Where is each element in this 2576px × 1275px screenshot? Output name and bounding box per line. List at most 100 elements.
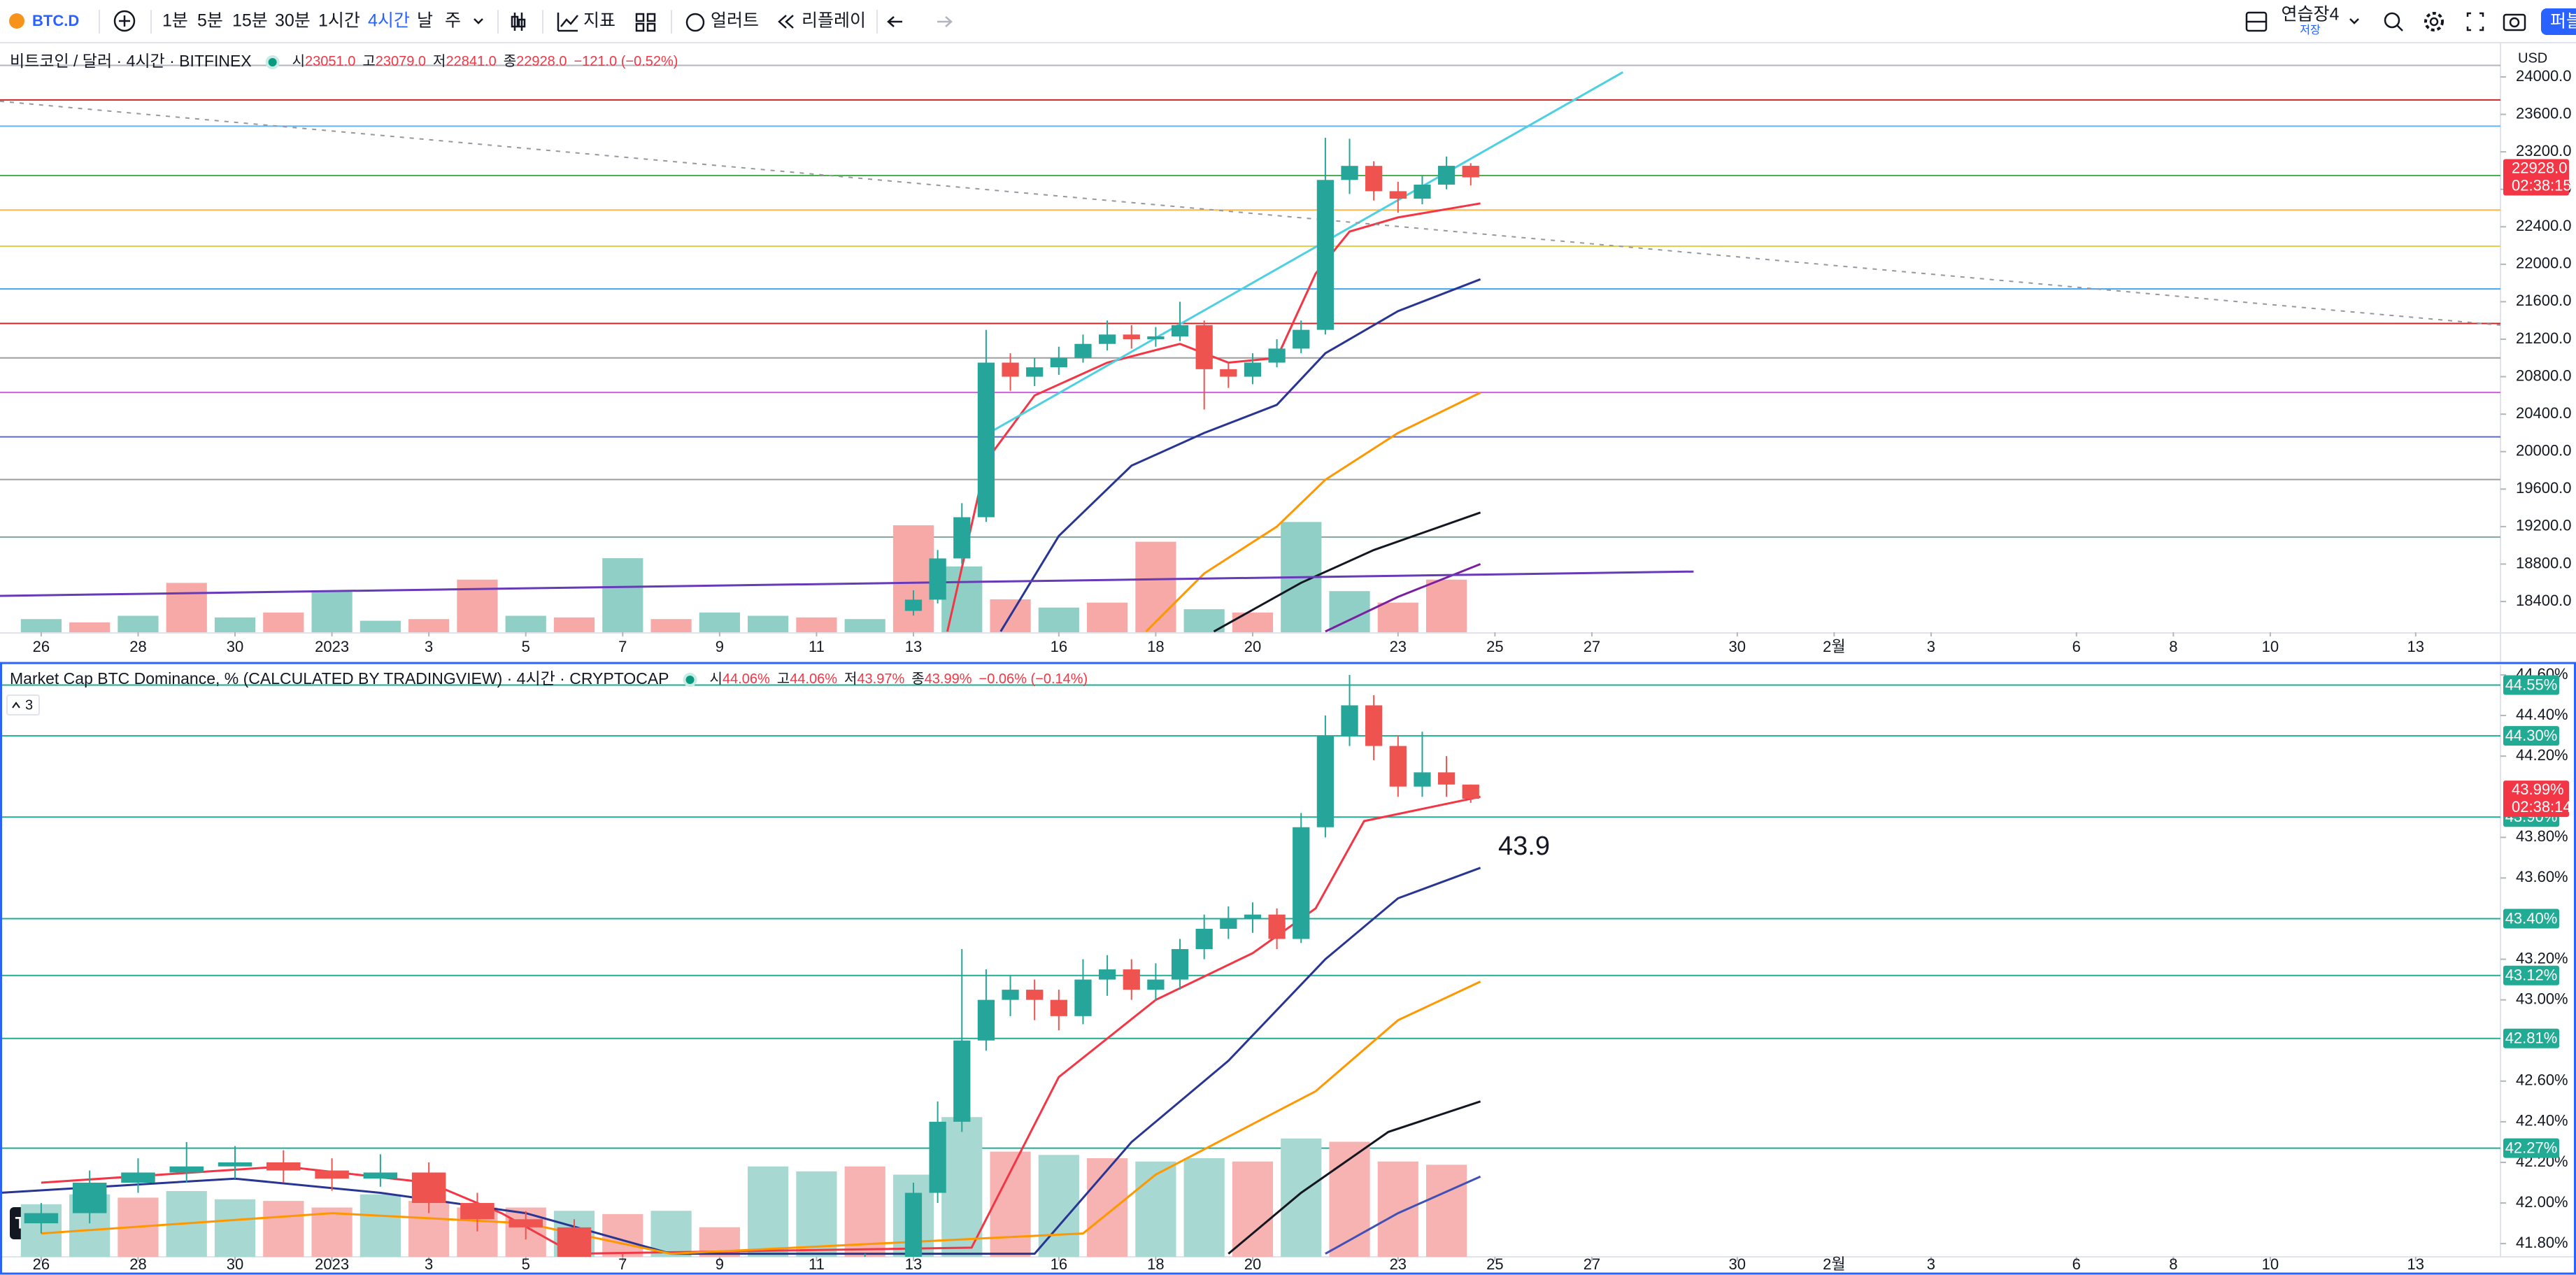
x-tick-label: 13 [905,638,922,655]
candle-body [1171,949,1189,980]
candle-body [1389,746,1407,787]
fullscreen-button[interactable] [2466,12,2484,31]
interval-dropdown[interactable] [474,18,483,24]
x-tick-label: 2월 [1823,638,1845,655]
annotation: 43.9 [1498,832,1550,861]
settings-icon [2429,17,2439,27]
interval-button[interactable]: 1시간 [318,11,360,31]
volume-bar [69,622,111,632]
x-tick-label: 10 [2262,1255,2279,1273]
save-status[interactable]: 저장 [2300,24,2321,36]
volume-bar [748,1166,789,1257]
candle-body [72,1182,107,1213]
countdown-label: 02:38:14 [2512,798,2572,815]
candle-body [1316,736,1335,827]
level-tag-label: 44.55% [2505,676,2558,693]
x-tick-label: 6 [2072,1255,2081,1273]
candle-body [1414,772,1431,787]
y-tick-label: 18800.0 [2516,554,2572,571]
level-tag-label: 44.30% [2505,727,2558,744]
candle-body [1026,367,1044,377]
volume-bar [1281,1138,1322,1257]
undo-button[interactable] [887,16,902,27]
collapse-button[interactable] [6,695,40,715]
interval-button[interactable]: 4시간 [368,11,410,31]
x-tick-label: 7 [618,638,627,655]
publish-button[interactable] [2541,8,2576,35]
y-tick-label: 21600.0 [2516,292,2572,309]
candle-body [24,1213,59,1224]
y-tick-label: 41.80% [2516,1234,2568,1251]
candle-body [1293,827,1310,939]
x-tick-label: 23 [1390,1255,1407,1273]
legend-key: 시 [710,671,723,687]
layout-grid-button[interactable] [635,13,656,32]
pane-plot [0,674,2500,1257]
x-tick-label: 11 [809,638,825,655]
level-tag [2503,909,2559,929]
candle-body [1098,334,1116,344]
x-tick-label: 13 [2407,1255,2424,1273]
currency[interactable]: USD [2518,50,2547,66]
volume-bar [263,1201,304,1257]
legend-name: 비트코인 / 달러 · 4시간 · BITFINEX [10,52,252,70]
candle-body [953,1040,971,1122]
redo-button[interactable] [937,16,953,27]
legend-change: −121.0 (−0.52%) [574,54,678,69]
y-tick-label: 21200.0 [2516,329,2572,347]
search-button[interactable] [2384,12,2400,29]
pane-plot [0,64,2500,632]
interval-button[interactable]: 5분 [197,11,223,31]
candle-body [1365,166,1383,192]
snapshot-button[interactable] [2503,13,2526,31]
candle-body [904,599,923,611]
legend-key: 고 [777,671,790,687]
chart-type-button[interactable] [511,13,526,31]
replay-button[interactable]: 리플레이 [802,11,866,31]
add-symbol-button[interactable] [113,10,136,32]
y-tick-label: 43.60% [2516,868,2568,885]
collapse-icon [12,701,20,708]
x-tick-label: 3 [425,1255,433,1273]
indicators-icon [557,13,578,32]
layout-name[interactable]: 연습장4 [2282,5,2340,24]
replay-icon [778,15,794,29]
candle-body [121,1172,155,1183]
y-tick-label: 44.20% [2516,746,2568,764]
candle-body [1026,990,1044,1000]
alert-button[interactable]: 얼러트 [711,11,759,31]
y-tick-label: 23600.0 [2516,104,2572,122]
x-tick-label: 11 [809,1255,825,1273]
volume-bar [1087,1158,1128,1257]
volume-bar [699,612,740,632]
candle-body [1462,166,1479,178]
symbol[interactable]: BTC.D [32,12,79,29]
y-tick-label: 22000.0 [2516,255,2572,272]
interval-button[interactable]: 1분 [162,11,188,31]
interval-button[interactable]: 주 [445,11,461,31]
x-tick-label: 13 [2407,638,2424,655]
candle-body [557,1227,592,1257]
volume-bar [748,615,789,632]
y-tick-label: 42.60% [2516,1071,2568,1089]
level-tag-label: 43.40% [2505,909,2558,927]
candle-body [1437,166,1456,185]
candle-body [1123,334,1140,340]
indicators-button[interactable]: 지표 [583,11,615,31]
volume-bar [941,566,983,632]
volume-bar [311,1207,353,1257]
interval-button[interactable]: 30분 [275,11,311,31]
settings-button[interactable] [2424,12,2444,31]
volume-bar [360,620,401,632]
volume-bar [1425,579,1467,632]
legend-values: 시23051.0 고23079.0 저22841.0 종22928.0 −121.0 (… [292,53,678,69]
legend-value: 23051.0 [305,54,355,69]
interval-button[interactable]: 날 [417,11,433,31]
interval-button[interactable]: 15분 [232,11,268,31]
y-tick-label: 43.00% [2516,990,2568,1007]
y-tick-label: 44.40% [2516,706,2568,723]
layout-dropdown[interactable] [2349,18,2359,24]
x-tick-label: 30 [1729,638,1746,655]
level-tag [2503,1028,2559,1048]
volume-bar [650,619,692,632]
